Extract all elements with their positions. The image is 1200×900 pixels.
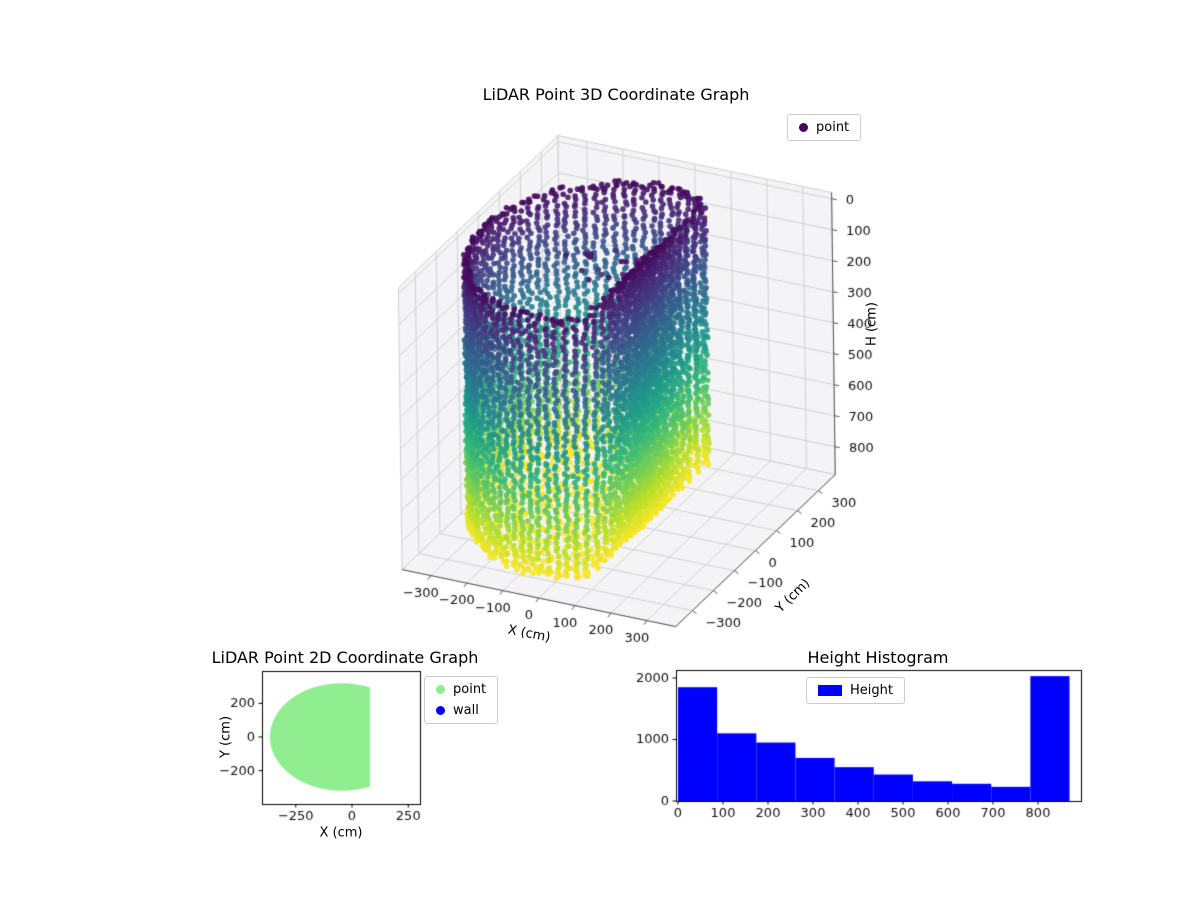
plot2d-xaxis-label: X (cm) [319, 825, 363, 841]
point-marker-icon [436, 685, 445, 694]
point-marker-icon [799, 123, 808, 132]
legend-label: point [453, 682, 487, 697]
wall-marker-icon [436, 706, 445, 715]
histogram-title: Height Histogram [807, 648, 949, 667]
plot2d-title: LiDAR Point 2D Coordinate Graph [211, 648, 479, 667]
plot3d-legend: point [787, 114, 862, 141]
histogram-legend: Height [806, 677, 905, 704]
legend-label: point [816, 120, 850, 135]
plot2d-yaxis-label: Y (cm) [218, 715, 234, 759]
plot2d-legend: point wall [424, 676, 499, 724]
plot3d-title: LiDAR Point 3D Coordinate Graph [482, 85, 750, 104]
plot3d-zaxis-label: H (cm) [864, 302, 880, 346]
legend-label: Height [850, 683, 893, 698]
height-marker-icon [818, 685, 842, 696]
legend-item-point: point [799, 119, 849, 136]
legend-item-wall: wall [436, 702, 486, 719]
legend-item-height: Height [818, 682, 893, 699]
legend-label: wall [453, 703, 479, 718]
legend-item-point: point [436, 681, 486, 698]
